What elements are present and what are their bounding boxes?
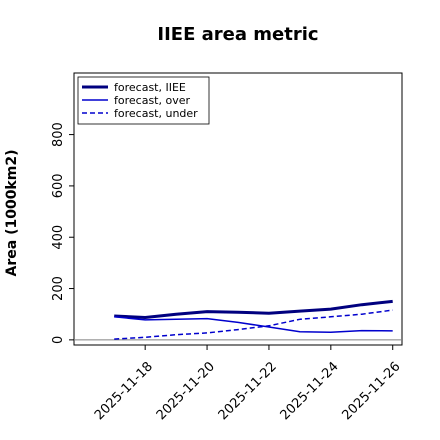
x-tick-label: 2025-11-26 [340,359,404,423]
y-tick-label: 800 [51,122,66,147]
series-line-1 [114,299,393,319]
x-tick-label: 2025-11-20 [154,359,218,423]
x-tick-label: 2025-11-24 [278,359,342,423]
chart-title: IIEE area metric [157,24,319,45]
y-tick-label: 200 [51,276,66,301]
y-tick-label: 0 [51,336,66,344]
legend-label-2: forecast, over [114,94,190,107]
plot-area-frame [73,72,403,346]
legend-label-1: forecast, IIEE [114,81,186,94]
x-tick-label: 2025-11-18 [92,359,156,423]
series-line-2 [114,316,393,333]
y-tick-label: 400 [51,225,66,250]
legend-label-3: forecast, under [114,107,198,120]
series-line-3 [114,309,393,340]
y-tick-label: 600 [51,173,66,198]
x-tick-label: 2025-11-22 [216,359,280,423]
